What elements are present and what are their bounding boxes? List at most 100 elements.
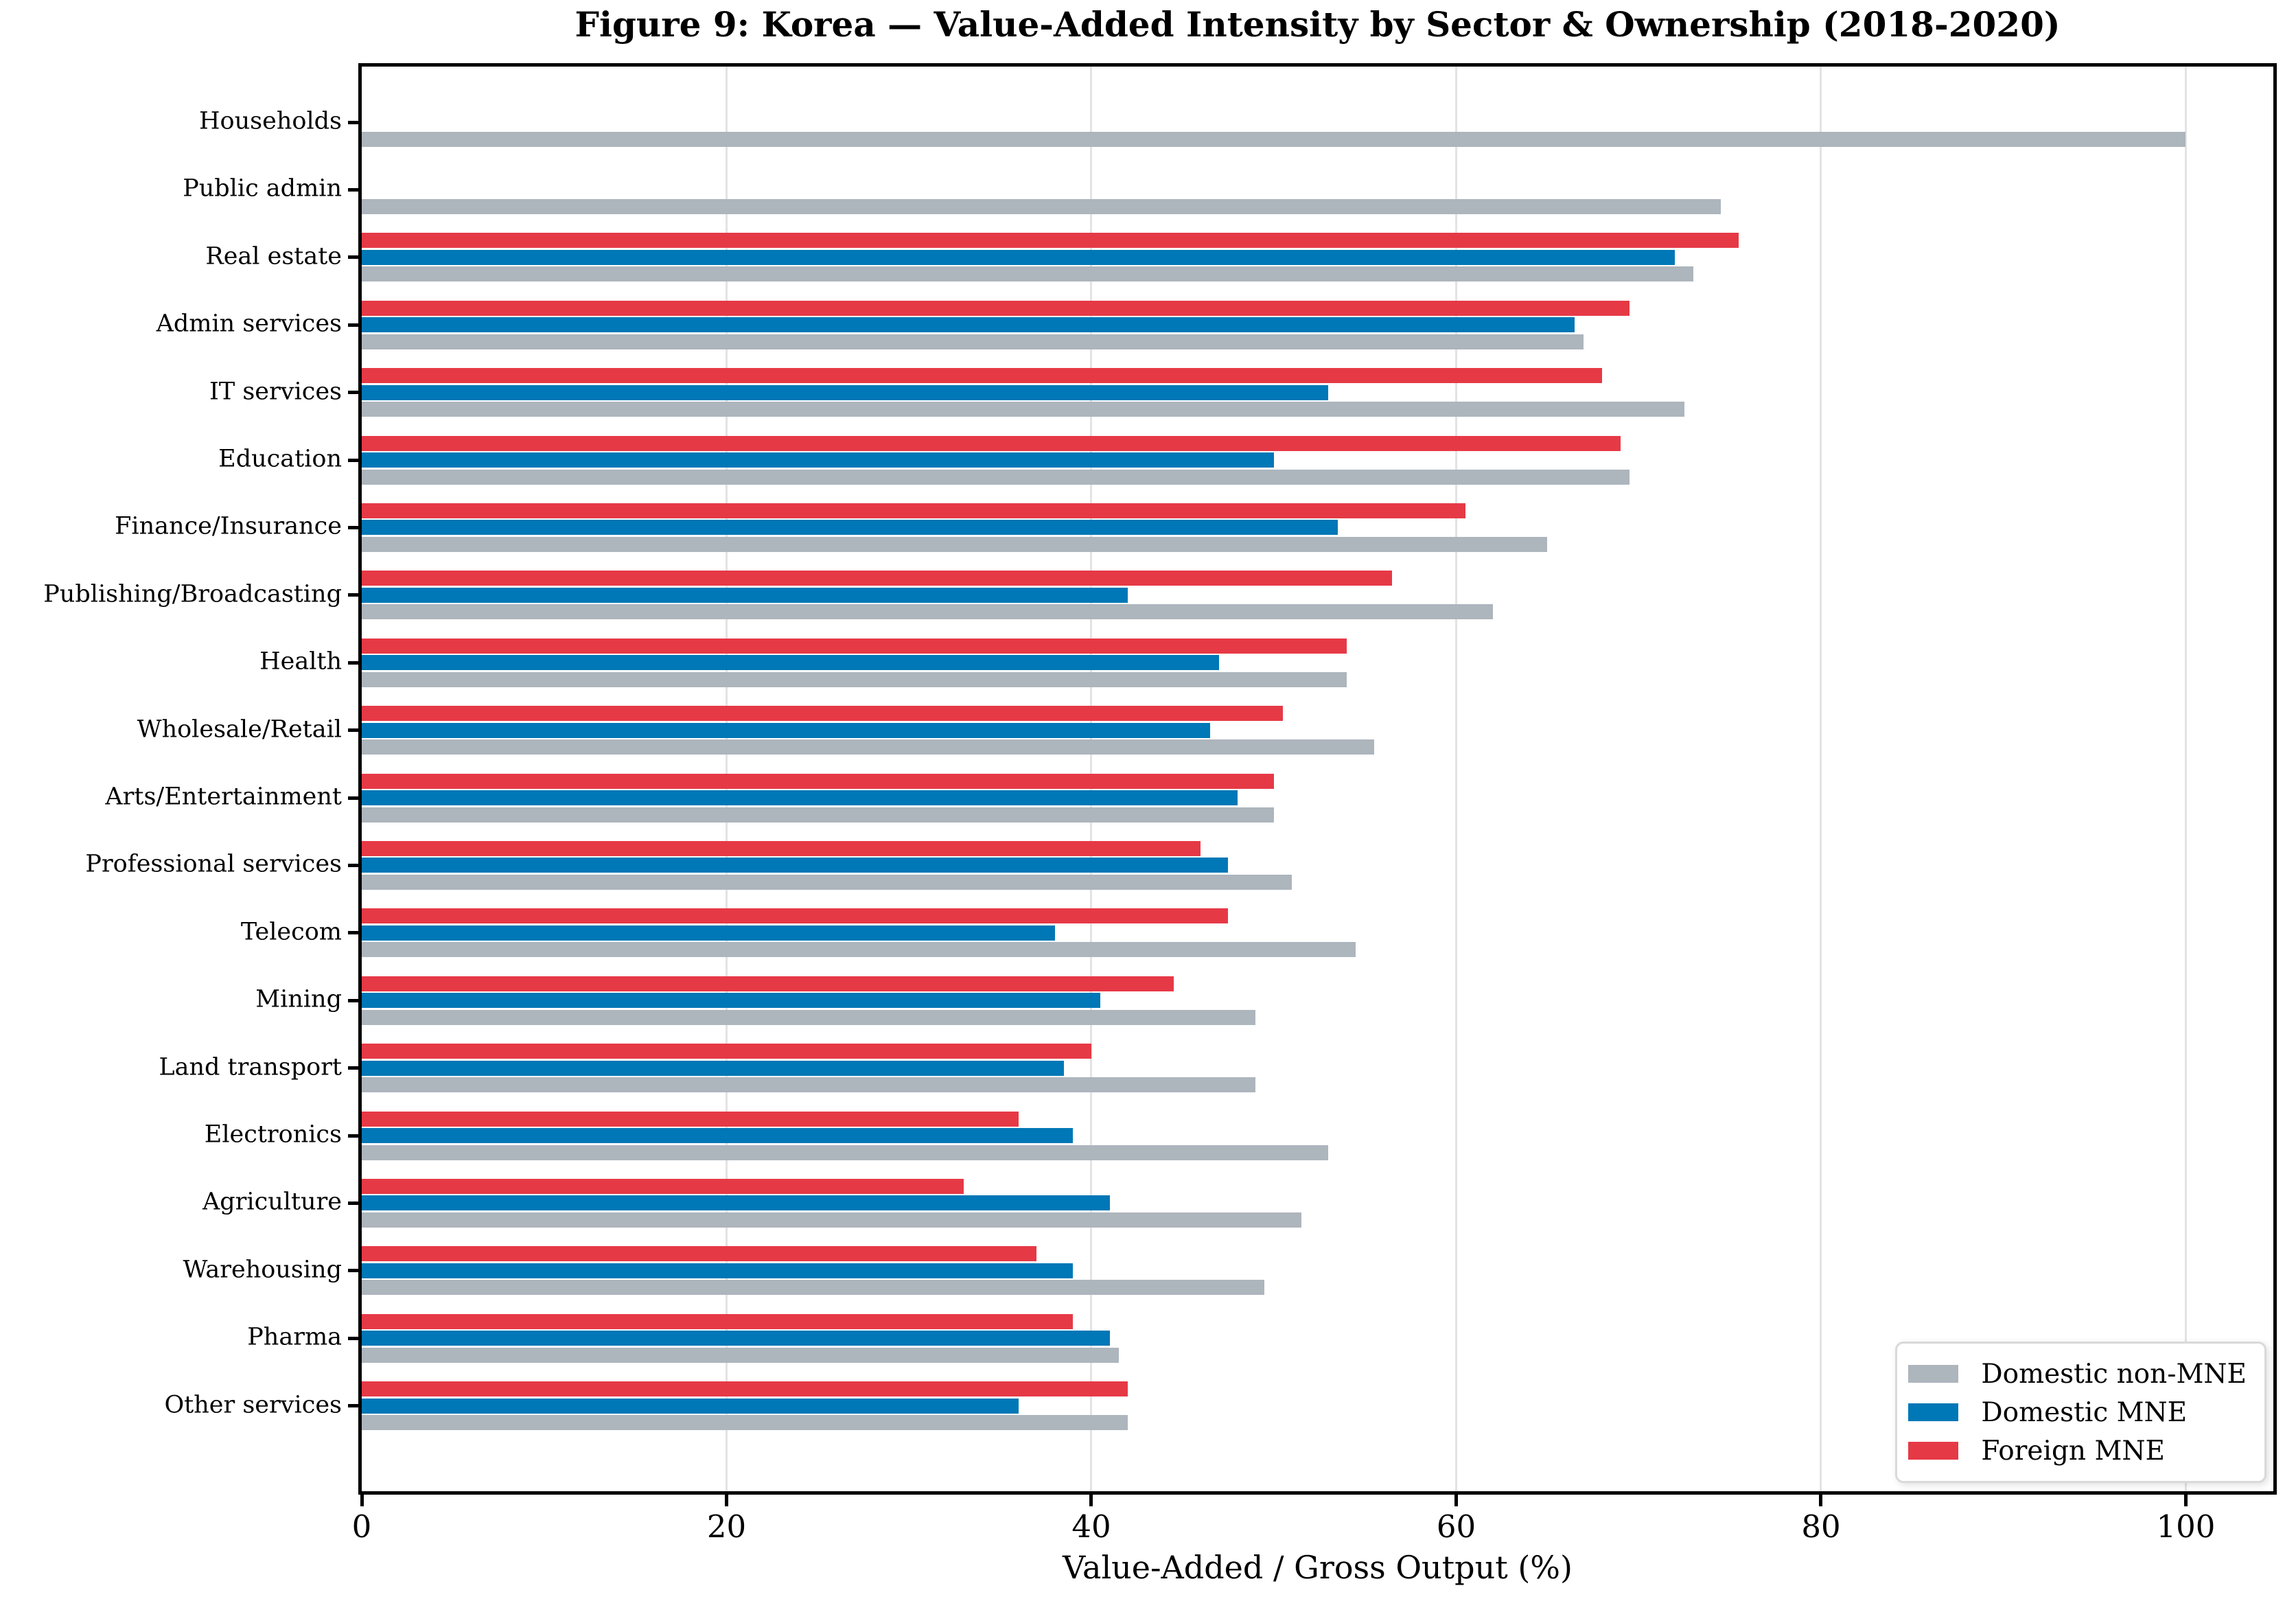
x-tick-0 [360,1495,364,1506]
x-tick-label-20: 20 [706,1508,747,1545]
bar-domestic-non-mne-land-transport [362,1077,1256,1093]
bar-domestic-non-mne-warehousing [362,1280,1265,1296]
bar-domestic-non-mne-public-admin [362,198,1721,214]
y-tick-label-households: Households [199,107,342,135]
bar-foreign-mne-electronics [362,1111,1019,1127]
y-tick-label-warehousing: Warehousing [183,1256,343,1284]
bar-domestic-non-mne-education [362,469,1630,485]
bar-domestic-non-mne-publishing-broadcasting [362,604,1493,620]
y-tick-label-pharma: Pharma [247,1323,342,1351]
y-tick-label-mining: Mining [255,985,342,1013]
x-tick-20 [724,1495,728,1506]
bar-foreign-mne-it-services [362,368,1603,384]
bar-foreign-mne-arts-entertainment [362,773,1274,789]
y-tick-11 [348,863,358,867]
bar-domestic-mne-pharma [362,1331,1110,1346]
x-tick-60 [1454,1495,1458,1506]
bar-domestic-non-mne-households [362,131,2186,147]
bar-domestic-non-mne-mining [362,1009,1256,1025]
bar-domestic-non-mne-agriculture [362,1212,1301,1228]
y-tick-8 [348,660,358,665]
y-tick-label-professional-services: Professional services [85,850,342,878]
bar-domestic-mne-finance-insurance [362,520,1338,536]
plot-area: Domestic non-MNE Domestic MNE Foreign MN… [358,63,2277,1495]
bar-domestic-mne-warehousing [362,1263,1074,1278]
gridline-80 [1820,67,1822,1491]
y-tick-label-telecom: Telecom [240,918,342,946]
legend-label-foreign-mne: Foreign MNE [1981,1435,2165,1467]
bar-domestic-mne-mining [362,993,1101,1009]
x-tick-40 [1089,1495,1093,1506]
y-tick-label-publishing-broadcasting: Publishing/Broadcasting [43,580,342,608]
y-tick-label-it-services: IT services [209,377,342,405]
legend-row-foreign-mne: Foreign MNE [1908,1431,2247,1470]
bar-foreign-mne-admin-services [362,300,1630,316]
y-tick-5 [348,458,358,462]
legend-label-domestic-non-mne: Domestic non-MNE [1981,1358,2247,1390]
y-tick-label-admin-services: Admin services [156,310,342,338]
bar-domestic-non-mne-other-services [362,1415,1128,1431]
x-tick-label-40: 40 [1071,1508,1111,1545]
y-tick-label-education: Education [218,445,342,473]
bar-domestic-non-mne-real-estate [362,266,1693,282]
bar-domestic-non-mne-pharma [362,1347,1119,1363]
y-tick-18 [348,1336,358,1340]
bar-domestic-non-mne-professional-services [362,874,1292,890]
y-tick-6 [348,525,358,529]
bar-foreign-mne-other-services [362,1381,1128,1397]
bar-domestic-non-mne-telecom [362,942,1356,958]
bar-domestic-non-mne-admin-services [362,334,1584,349]
bar-domestic-non-mne-it-services [362,402,1684,417]
y-tick-label-agriculture: Agriculture [202,1188,342,1216]
bar-domestic-non-mne-finance-insurance [362,536,1548,552]
bar-domestic-mne-telecom [362,925,1055,941]
x-tick-label-80: 80 [1801,1508,1841,1545]
bar-domestic-non-mne-arts-entertainment [362,807,1274,823]
bar-foreign-mne-real-estate [362,233,1739,249]
y-tick-label-wholesale-retail: Wholesale/Retail [137,715,342,743]
y-tick-15 [348,1134,358,1138]
x-tick-label-0: 0 [351,1508,372,1545]
y-tick-label-arts-entertainment: Arts/Entertainment [105,783,342,811]
bar-foreign-mne-agriculture [362,1178,964,1194]
y-tick-2 [348,255,358,260]
bar-domestic-mne-real-estate [362,249,1675,265]
y-tick-10 [348,796,358,800]
bar-foreign-mne-pharma [362,1313,1074,1329]
legend-swatch-domestic-non-mne [1908,1365,1959,1383]
bar-foreign-mne-health [362,638,1347,654]
y-tick-16 [348,1201,358,1205]
y-tick-14 [348,1066,358,1070]
y-tick-1 [348,187,358,192]
gridline-60 [1454,67,1457,1491]
x-tick-label-100: 100 [2156,1508,2216,1545]
x-tick-80 [1819,1495,1823,1506]
bar-domestic-mne-agriculture [362,1195,1110,1211]
y-tick-13 [348,998,358,1002]
legend-row-domestic-non-mne: Domestic non-MNE [1908,1355,2247,1393]
bar-foreign-mne-publishing-broadcasting [362,571,1393,586]
chart-title: Figure 9: Korea — Value-Added Intensity … [575,4,2061,45]
bar-foreign-mne-wholesale-retail [362,706,1283,722]
bar-domestic-non-mne-electronics [362,1145,1329,1160]
bar-foreign-mne-telecom [362,908,1229,924]
y-tick-label-public-admin: Public admin [183,174,342,203]
bar-domestic-mne-education [362,452,1274,468]
bar-domestic-mne-land-transport [362,1060,1065,1076]
bar-domestic-mne-it-services [362,384,1329,400]
bar-foreign-mne-warehousing [362,1246,1037,1262]
gridline-100 [2184,67,2187,1491]
bar-domestic-mne-professional-services [362,858,1229,873]
bar-domestic-mne-electronics [362,1128,1074,1143]
bar-foreign-mne-education [362,435,1621,451]
legend-row-domestic-mne: Domestic MNE [1908,1393,2247,1431]
y-tick-9 [348,728,358,733]
bar-domestic-mne-admin-services [362,317,1575,333]
bar-domestic-non-mne-wholesale-retail [362,739,1374,755]
bar-foreign-mne-land-transport [362,1044,1091,1059]
bar-domestic-mne-publishing-broadcasting [362,587,1128,603]
legend-swatch-foreign-mne [1908,1442,1959,1460]
legend-swatch-domestic-mne [1908,1403,1959,1421]
x-tick-label-60: 60 [1436,1508,1476,1545]
